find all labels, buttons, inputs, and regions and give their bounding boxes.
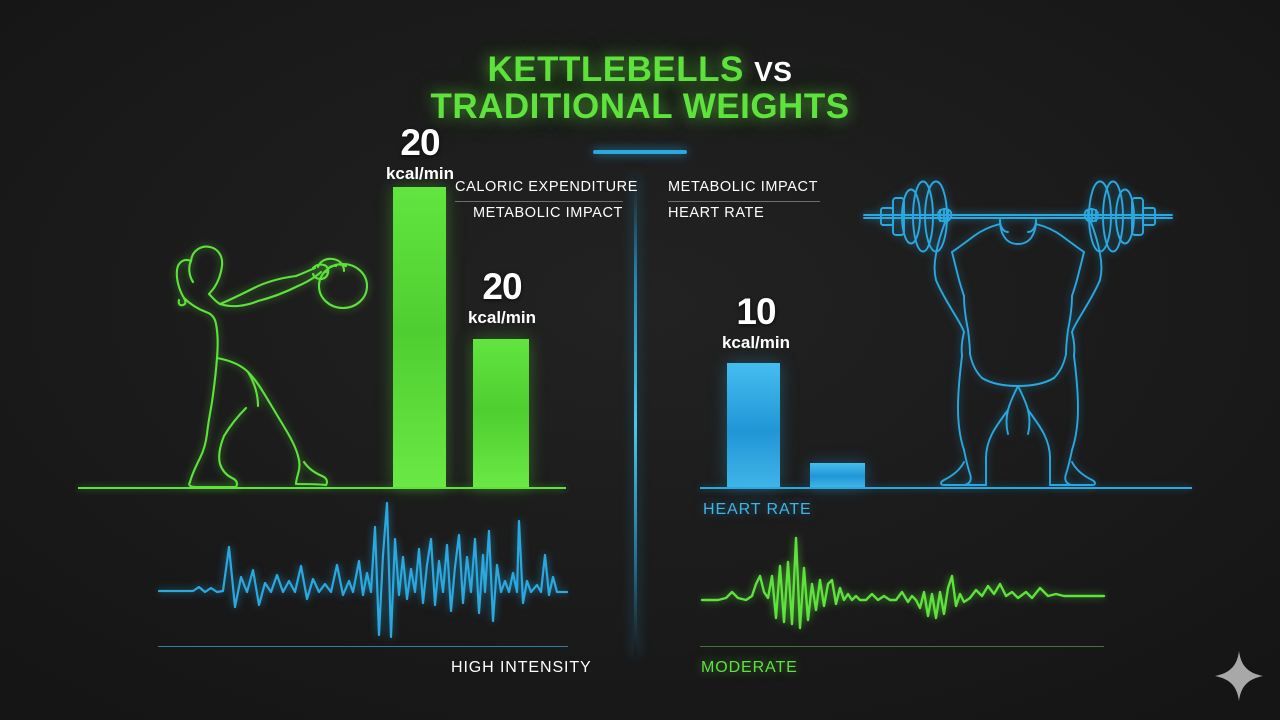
heart-rate-waveform-kettlebells bbox=[157, 501, 569, 639]
heart-rate-waveform-traditional bbox=[700, 536, 1106, 630]
metric-divider bbox=[668, 201, 820, 202]
kettlebell-swing-figure-icon bbox=[175, 245, 369, 489]
metric-label-caloric-expenditure: CALORIC EXPENDITURE bbox=[455, 179, 639, 195]
value-unit: kcal/min bbox=[385, 164, 455, 183]
metric-label-heart-rate: HEART RATE bbox=[668, 205, 765, 221]
metric-list-traditional: METABOLIC IMPACT HEART RATE bbox=[668, 176, 820, 227]
metric-list-kettlebells: CALORIC EXPENDITURE METABOLIC IMPACT bbox=[455, 176, 639, 227]
barbell-overhead-press-figure-icon bbox=[863, 180, 1173, 486]
title-underline bbox=[593, 150, 687, 154]
value-number: 20 bbox=[482, 266, 522, 307]
metric-label-metabolic-impact: METABOLIC IMPACT bbox=[668, 179, 819, 195]
bar-kettlebells-caloric-expenditure bbox=[393, 187, 446, 487]
page-title: KETTLEBELLS VS TRADITIONAL WEIGHTS bbox=[0, 50, 1280, 126]
bar-traditional-heart-rate bbox=[810, 463, 865, 487]
sparkle-icon bbox=[1215, 651, 1263, 701]
value-number: 20 bbox=[400, 122, 440, 163]
waveform-rule-left bbox=[158, 646, 568, 647]
panel-divider bbox=[634, 175, 637, 655]
value-label-traditional-metabolic: 10 kcal/min bbox=[706, 293, 806, 353]
caption-heart-rate: HEART RATE bbox=[703, 501, 812, 518]
value-label-kettlebells-metabolic: 20 kcal/min bbox=[452, 268, 552, 328]
caption-moderate: MODERATE bbox=[701, 659, 798, 676]
waveform-rule-right bbox=[700, 646, 1104, 647]
value-unit: kcal/min bbox=[467, 308, 537, 327]
baseline-right bbox=[700, 487, 1192, 489]
bar-kettlebells-metabolic-impact bbox=[473, 339, 529, 487]
value-label-kettlebells-caloric: 20 kcal/min bbox=[372, 124, 468, 184]
bar-traditional-metabolic-impact bbox=[727, 363, 780, 487]
title-line-2: TRADITIONAL WEIGHTS bbox=[430, 86, 850, 126]
title-kettlebells: KETTLEBELLS bbox=[487, 50, 744, 89]
value-unit: kcal/min bbox=[721, 333, 791, 352]
baseline-left bbox=[78, 487, 566, 489]
metric-label-metabolic-impact: METABOLIC IMPACT bbox=[472, 205, 623, 221]
caption-high-intensity: HIGH INTENSITY bbox=[451, 659, 592, 676]
title-vs: VS bbox=[754, 56, 793, 87]
metric-divider bbox=[455, 201, 623, 202]
value-number: 10 bbox=[736, 291, 776, 332]
title-line-1: KETTLEBELLS VS bbox=[0, 50, 1280, 89]
